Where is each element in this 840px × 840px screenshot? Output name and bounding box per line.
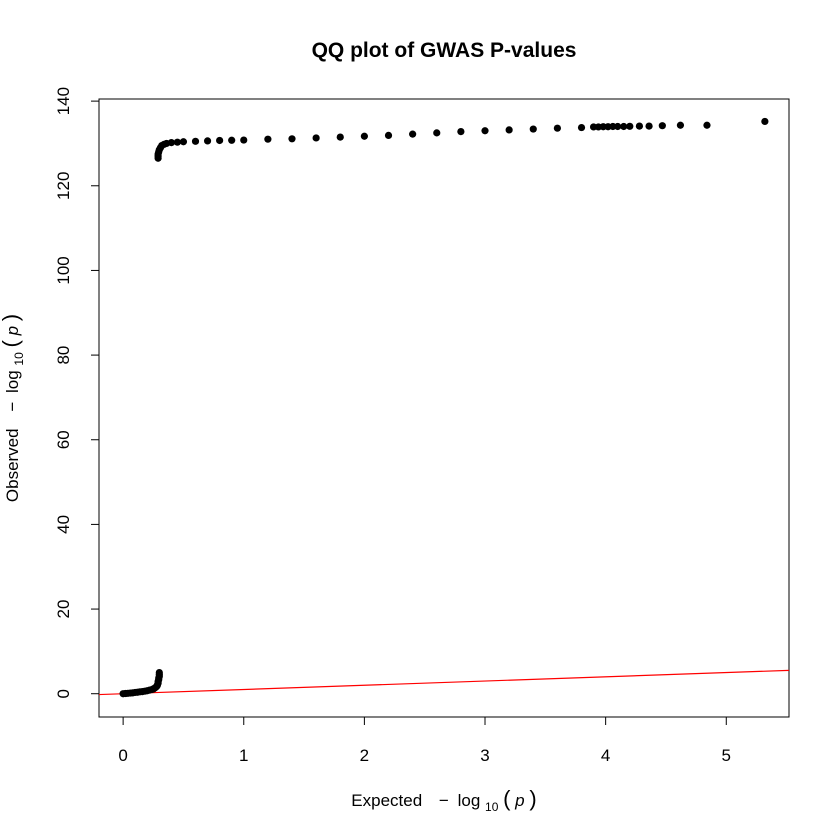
- data-point-upper: [240, 136, 248, 144]
- data-point-upper: [336, 133, 344, 141]
- y-tick-label: 80: [54, 346, 73, 365]
- data-point-lower: [155, 668, 163, 677]
- x-axis-label-log: log: [458, 791, 481, 810]
- y-tick-label: 100: [54, 256, 73, 284]
- data-point-upper: [614, 122, 622, 131]
- data-point-upper: [288, 135, 296, 143]
- data-point-upper: [384, 131, 393, 140]
- y-axis: 0 20 40 60 80 100 120 140: [54, 87, 100, 698]
- y-tick-label: 0: [54, 689, 73, 698]
- data-point-upper: [505, 126, 513, 134]
- data-point-upper: [635, 122, 644, 130]
- x-axis-label-minus: −: [439, 791, 449, 810]
- data-point-upper: [620, 122, 628, 131]
- y-axis-label-var: p: [3, 326, 22, 336]
- y-axis-label-close: ): [0, 314, 23, 321]
- data-point-upper: [409, 130, 417, 138]
- data-point-upper: [264, 135, 272, 143]
- data-point-upper: [433, 129, 441, 137]
- chart-title: QQ plot of GWAS P-values: [312, 39, 577, 62]
- y-axis-label: Observed − log 10 ( p ): [0, 314, 27, 502]
- data-point-upper: [203, 137, 212, 145]
- x-tick-label: 1: [239, 746, 248, 765]
- data-point-upper: [658, 122, 666, 130]
- x-axis-label-close: ): [529, 786, 536, 811]
- data-point-upper: [228, 136, 236, 144]
- x-tick-label: 2: [360, 746, 369, 765]
- x-tick-label: 4: [601, 746, 610, 765]
- x-axis-label-var: p: [514, 791, 524, 810]
- x-tick-label: 0: [118, 746, 127, 765]
- y-axis-label-minus: −: [3, 402, 22, 412]
- plot-frame: [98, 98, 790, 718]
- x-axis-label-base: 10: [485, 800, 499, 814]
- data-point-upper: [216, 136, 224, 145]
- x-axis-label-open: (: [503, 786, 511, 811]
- data-point-upper: [553, 124, 561, 132]
- y-tick-label: 20: [54, 600, 73, 619]
- data-points: [119, 117, 769, 698]
- x-tick-label: 3: [480, 746, 489, 765]
- x-axis-label-prefix: Expected: [351, 791, 422, 810]
- y-axis-label-open: (: [0, 339, 23, 347]
- y-tick-label: 60: [54, 430, 73, 449]
- data-point-upper: [481, 127, 489, 135]
- data-point-upper: [761, 117, 769, 126]
- data-point-upper: [529, 125, 537, 133]
- data-point-upper: [703, 121, 711, 129]
- y-tick-label: 40: [54, 515, 73, 534]
- x-axis: 0 1 2 3 4 5: [118, 716, 731, 765]
- y-axis-label-log: log: [3, 370, 22, 393]
- data-point-upper: [173, 138, 182, 146]
- y-axis-label-prefix: Observed: [3, 428, 22, 502]
- x-tick-label: 5: [722, 746, 731, 765]
- x-axis-label: Expected − log 10 ( p ): [351, 786, 536, 815]
- data-point-upper: [645, 122, 653, 130]
- data-point-upper: [191, 137, 200, 145]
- y-tick-label: 140: [54, 87, 73, 115]
- data-point-upper: [167, 138, 175, 147]
- data-point-upper: [626, 122, 634, 130]
- data-point-upper: [312, 134, 320, 142]
- data-point-upper: [179, 138, 188, 146]
- y-tick-label: 120: [54, 172, 73, 200]
- plot-area: [98, 98, 790, 718]
- data-point-upper: [577, 123, 586, 132]
- data-point-upper: [360, 132, 368, 140]
- data-point-upper: [676, 121, 685, 129]
- reference-line: [98, 669, 790, 696]
- data-point-upper: [457, 127, 465, 136]
- y-axis-label-base: 10: [12, 352, 26, 366]
